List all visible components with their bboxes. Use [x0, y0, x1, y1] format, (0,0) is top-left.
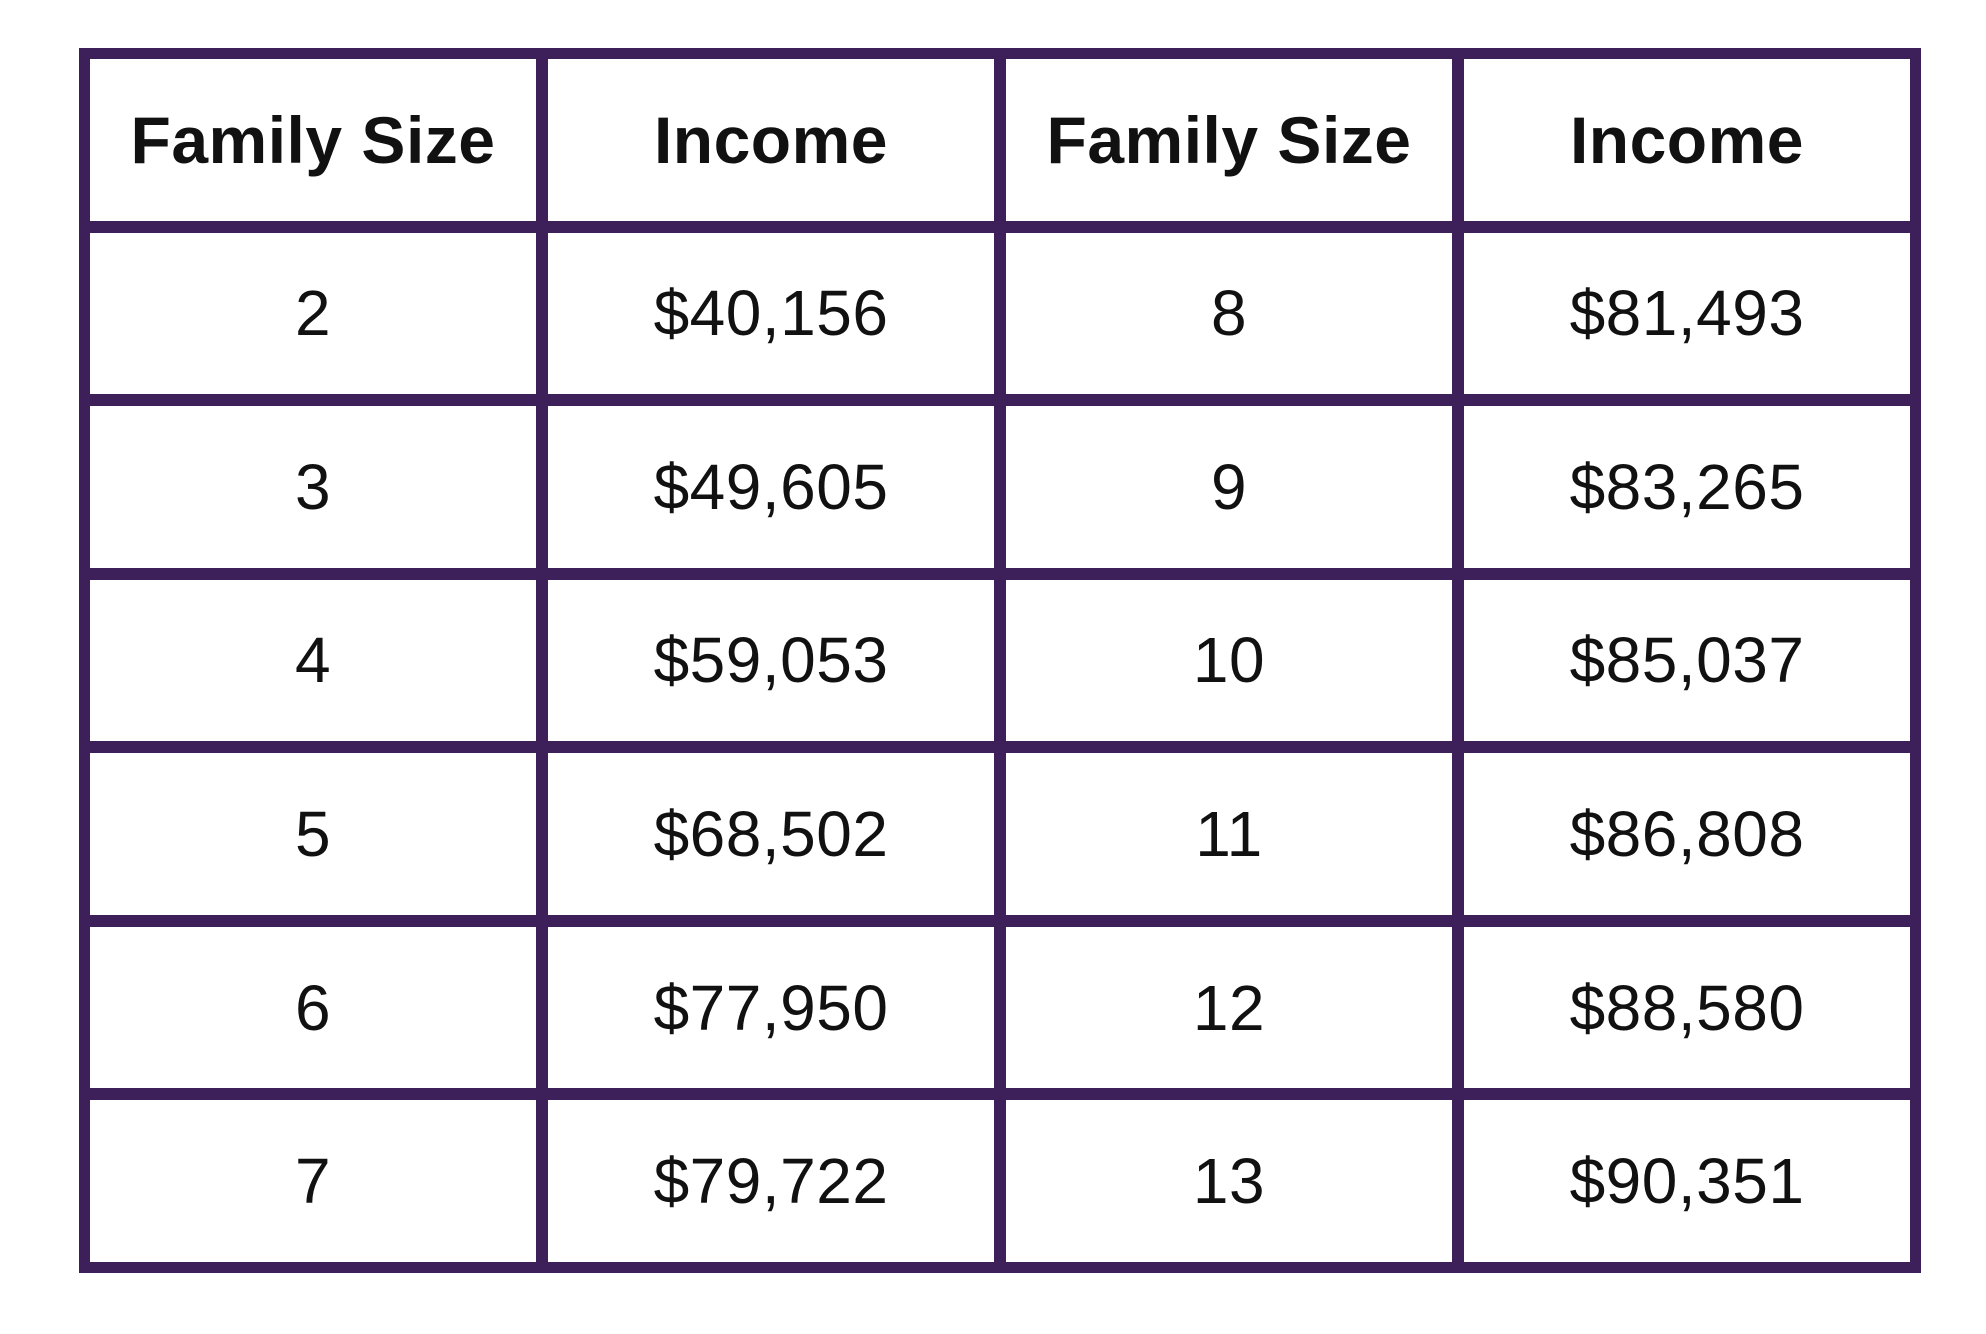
table-cell-income: $79,722 — [548, 1100, 994, 1262]
table-cell-family-size: 9 — [1006, 406, 1452, 568]
table-cell-income: $83,265 — [1464, 406, 1910, 568]
header-family-size-1: Family Size — [90, 59, 536, 221]
income-table-grid: Family Size Income Family Size Income 2 … — [90, 59, 1910, 1262]
table-cell-family-size: 13 — [1006, 1100, 1452, 1262]
header-family-size-2: Family Size — [1006, 59, 1452, 221]
table-cell-income: $88,580 — [1464, 926, 1910, 1089]
header-income-2: Income — [1464, 59, 1910, 221]
table-cell-family-size: 11 — [1006, 753, 1452, 915]
table-cell-family-size: 5 — [90, 753, 536, 915]
table-cell-income: $85,037 — [1464, 579, 1910, 742]
income-table: Family Size Income Family Size Income 2 … — [79, 48, 1921, 1273]
table-cell-income: $81,493 — [1464, 232, 1910, 395]
table-cell-income: $49,605 — [548, 406, 994, 568]
table-cell-family-size: 7 — [90, 1100, 536, 1262]
table-cell-income: $68,502 — [548, 753, 994, 915]
header-income-1: Income — [548, 59, 994, 221]
table-cell-income: $40,156 — [548, 232, 994, 395]
table-cell-family-size: 12 — [1006, 926, 1452, 1089]
table-cell-family-size: 8 — [1006, 232, 1452, 395]
table-cell-family-size: 6 — [90, 926, 536, 1089]
table-cell-family-size: 10 — [1006, 579, 1452, 742]
table-cell-income: $59,053 — [548, 579, 994, 742]
table-cell-family-size: 3 — [90, 406, 536, 568]
table-cell-income: $86,808 — [1464, 753, 1910, 915]
table-cell-family-size: 2 — [90, 232, 536, 395]
table-cell-income: $77,950 — [548, 926, 994, 1089]
table-cell-income: $90,351 — [1464, 1100, 1910, 1262]
table-cell-family-size: 4 — [90, 579, 536, 742]
